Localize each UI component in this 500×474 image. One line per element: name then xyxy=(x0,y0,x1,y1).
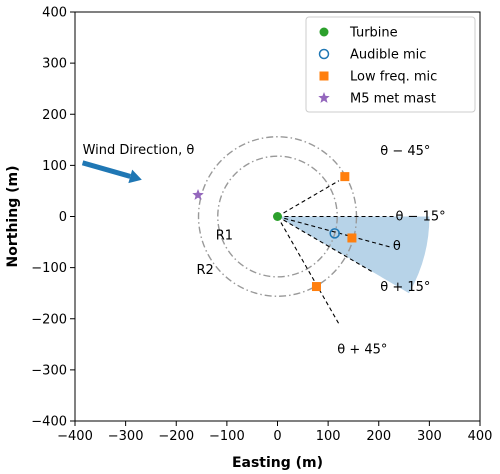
x-tick-label-7: 300 xyxy=(417,429,442,444)
legend-marker-turbine xyxy=(319,27,329,37)
legend-marker-m5-met-mast xyxy=(318,92,330,103)
marker-low-freq-mic-2 xyxy=(311,282,321,292)
wind-sector xyxy=(277,216,430,294)
label-theta-plus-15: θ + 15° xyxy=(380,280,430,295)
ray-theta xyxy=(277,215,393,249)
y-tick-label-7: 300 xyxy=(42,57,67,72)
y-tick-label-3: −100 xyxy=(31,261,67,276)
y-axis-title: Northing (m) xyxy=(5,166,21,268)
label-theta-plus-45: θ + 45° xyxy=(337,342,387,357)
x-tick-label-4: 0 xyxy=(273,429,281,444)
legend: Turbine Audible mic Low freq. mic M5 met ma… xyxy=(305,16,476,113)
wind-arrow-head xyxy=(128,169,142,184)
legend-marker-low-freq-mic xyxy=(319,71,329,81)
y-tick-label-4: 0 xyxy=(59,210,67,225)
y-tick-label-8: 400 xyxy=(42,6,67,21)
legend-label-turbine: Turbine xyxy=(349,26,398,41)
wind-direction-label: Wind Direction, θ xyxy=(83,143,195,158)
annotations: θ − 45° θ − 15° θ θ + 15° θ + 45° R1 R2 Wind Di… xyxy=(81,143,446,357)
x-tick-label-6: 200 xyxy=(366,429,391,444)
x-tick-label-0: −400 xyxy=(57,429,93,444)
x-tick-label-3: −100 xyxy=(209,429,245,444)
label-theta-minus-45: θ − 45° xyxy=(380,144,430,159)
marker-turbine-0 xyxy=(273,212,282,221)
y-tick-label-0: −400 xyxy=(31,415,67,430)
y-tick-label-2: −200 xyxy=(31,312,67,327)
x-tick-label-2: −200 xyxy=(158,429,194,444)
marker-audible-mic-0 xyxy=(329,228,340,239)
x-tick-label-5: 100 xyxy=(316,429,341,444)
ray-theta-minus-45 xyxy=(277,180,340,217)
y-tick-label-6: 200 xyxy=(42,108,67,123)
marker-low-freq-mic-1 xyxy=(347,233,357,243)
legend-label-low-freq-mic: Low freq. mic xyxy=(350,70,437,85)
plot-area xyxy=(197,136,430,326)
legend-marker-audible-mic xyxy=(318,48,330,60)
axes: −400 −300 −200 −100 0 100 200 300 400 −400 −300 −20… xyxy=(5,6,492,472)
x-tick-label-8: 400 xyxy=(468,429,493,444)
wind-arrow-shaft xyxy=(81,160,131,179)
ring-label-r2: R2 xyxy=(197,263,214,278)
label-theta: θ xyxy=(393,239,401,254)
ring-label-r1: R1 xyxy=(216,228,233,243)
data-markers xyxy=(192,172,357,292)
marker-low-freq-mic-0 xyxy=(340,172,350,182)
legend-label-m5-met-mast: M5 met mast xyxy=(350,92,436,107)
marker-m5-met-mast-0 xyxy=(192,189,204,200)
label-theta-minus-15: θ − 15° xyxy=(395,210,445,225)
x-axis-title: Easting (m) xyxy=(232,455,323,471)
y-tick-label-1: −300 xyxy=(31,363,67,378)
x-tick-label-1: −300 xyxy=(108,429,144,444)
legend-label-audible-mic: Audible mic xyxy=(350,48,426,63)
legend-box xyxy=(305,16,476,113)
y-tick-label-5: 100 xyxy=(42,159,67,174)
